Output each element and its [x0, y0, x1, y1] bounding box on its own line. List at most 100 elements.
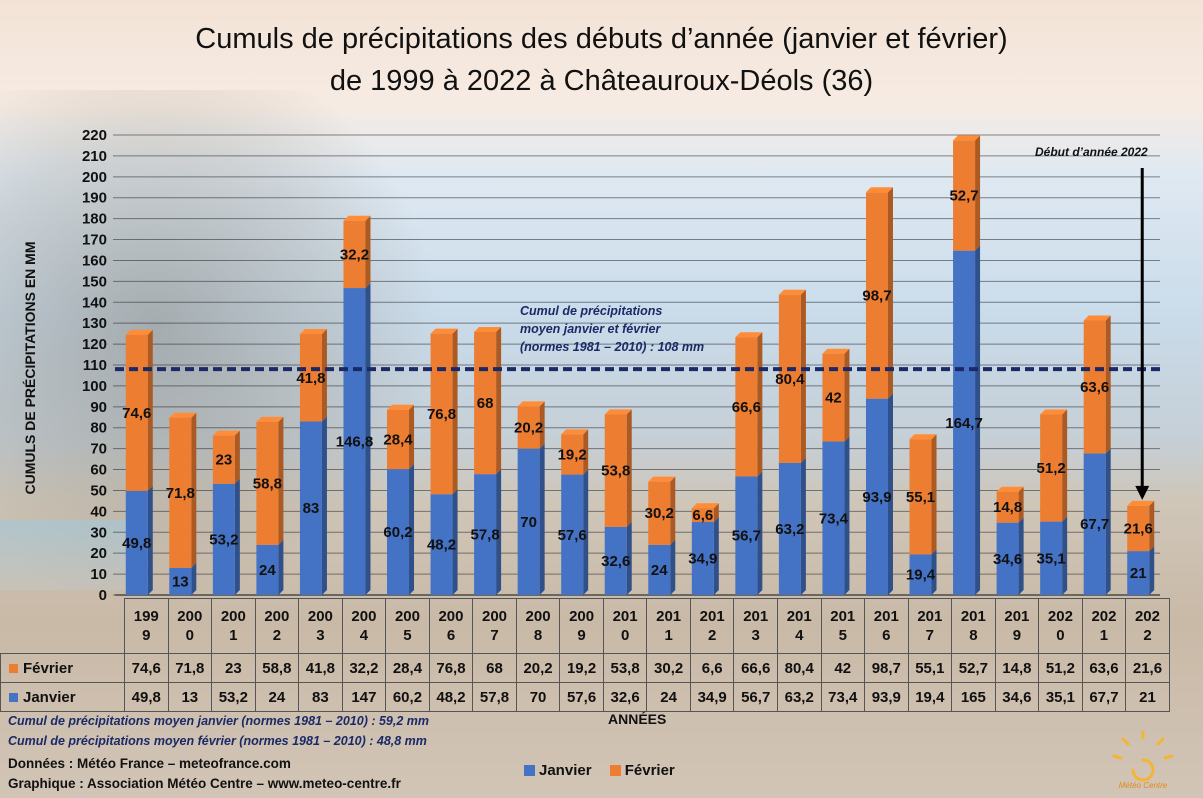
annotation-arrow-group: [1135, 168, 1150, 500]
data-label-janvier: 83: [303, 500, 320, 517]
table-year-part: 201: [830, 608, 856, 625]
table-year-part: 200: [220, 608, 246, 625]
bar-fevrier-side: [975, 135, 981, 251]
table-cell-janvier: 73,4: [820, 682, 866, 712]
y-tick-label: 60: [90, 462, 107, 479]
table-cell-fevrier: 19,2: [559, 653, 604, 683]
bar-fevrier: [865, 192, 888, 399]
table-cell-janvier: 93,9: [864, 682, 909, 712]
table-cell-fevrier: 63,6: [1081, 653, 1127, 683]
table-year-part: 3: [751, 627, 760, 644]
y-tick-label: 80: [90, 420, 107, 437]
data-label-janvier: 164,7: [945, 415, 983, 432]
data-label-fevrier: 28,4: [383, 431, 413, 448]
bar-janvier-side: [844, 436, 850, 595]
data-label-fevrier: 20,2: [514, 420, 543, 437]
bar-janvier: [953, 250, 976, 596]
bar-fevrier: [1083, 320, 1106, 454]
y-tick-label: 0: [99, 587, 107, 600]
table-cell-janvier: 53,2: [211, 682, 256, 712]
chart-legend: Janvier Février: [524, 762, 689, 779]
bar-janvier-side: [1062, 516, 1068, 595]
table-year-cell: 200 7: [472, 598, 517, 654]
table-cell-fevrier: 55,1: [907, 653, 953, 683]
bar-top: [604, 409, 632, 415]
bar-top: [299, 329, 327, 335]
y-tick-label: 220: [82, 127, 107, 144]
table-year-part: 200: [351, 608, 377, 625]
data-label-fevrier: 98,7: [862, 287, 891, 304]
table-year-cell: 201 3: [733, 598, 778, 654]
data-label-janvier: 35,1: [1037, 550, 1066, 567]
bar-top: [125, 329, 153, 335]
data-label-fevrier: 30,2: [645, 505, 674, 522]
bar-janvier: [299, 421, 322, 595]
bar-janvier: [169, 567, 192, 595]
table-year-part: 200: [438, 608, 464, 625]
bar-janvier-side: [887, 393, 893, 595]
table-year-cell: 200 9: [559, 598, 604, 654]
data-label-janvier: 93,9: [862, 489, 891, 506]
table-year-part: 5: [403, 627, 412, 644]
y-tick-label: 10: [90, 566, 107, 583]
bar-fevrier-side: [887, 187, 893, 399]
table-row-years: 199 9 200 0 200 1 200 2 200 3 200 4 200 5 200 6 200 7 200 8…: [1, 598, 1170, 654]
annotation-2022: Début d’année 2022: [1035, 145, 1148, 159]
bar-janvier: [517, 448, 540, 595]
data-label-janvier: 34,9: [688, 551, 717, 568]
table-cell-janvier: 48,2: [428, 682, 474, 712]
table-year-part: 6: [446, 627, 456, 644]
bar-fevrier-side: [496, 326, 502, 475]
chart-title-line1: Cumuls de précipitations des débuts d’an…: [195, 23, 1008, 55]
legend-swatch-fevrier: [609, 765, 621, 776]
table-year-cell: 201 5: [820, 598, 866, 654]
bar-top: [256, 416, 284, 422]
table-year-part: 2: [272, 627, 282, 644]
bar-fevrier-side: [713, 503, 719, 523]
bar-fevrier-side: [626, 409, 632, 527]
table-year-part: 1: [229, 627, 238, 644]
bar-top: [1083, 315, 1111, 321]
bar-janvier-side: [234, 478, 240, 595]
table-cell-janvier: 70: [515, 682, 561, 712]
table-year-part: 0: [185, 627, 194, 644]
chart-title: Cumuls de précipitations des débuts d’an…: [0, 18, 1203, 102]
table-year-part: 201: [873, 608, 899, 625]
bar-janvier-side: [278, 539, 284, 595]
average-note-line2: moyen janvier et février: [520, 322, 661, 336]
bar-janvier-side: [626, 521, 632, 595]
table-cell-janvier: 35,1: [1038, 682, 1083, 712]
table-year-part: 9: [1012, 627, 1022, 644]
bar-fevrier-side: [1018, 486, 1024, 523]
y-tick-label: 160: [82, 252, 107, 269]
bar-fevrier: [822, 353, 845, 442]
bar-janvier-side: [365, 283, 371, 595]
y-tick-label: 110: [83, 357, 107, 374]
table-year-part: 199: [133, 608, 159, 625]
bar-top: [822, 348, 850, 354]
table-cell-janvier: 147: [341, 682, 387, 712]
bar-top: [561, 429, 589, 435]
table-cell-fevrier: 68: [472, 653, 517, 683]
table-year-part: 7: [490, 627, 499, 644]
norm-janvier-note: Cumul de précipitations moyen janvier (n…: [8, 714, 429, 728]
table-year-cell: 202 1: [1081, 598, 1127, 654]
bar-janvier-side: [800, 457, 806, 595]
y-tick-label: 190: [82, 190, 107, 207]
bar-fevrier-side: [365, 215, 371, 289]
bar-janvier: [604, 526, 627, 595]
bar-fevrier-side: [539, 401, 545, 449]
bar-fevrier: [691, 508, 714, 523]
table-cell-janvier: 63,2: [776, 682, 822, 712]
bar-fevrier: [604, 414, 627, 527]
bar-fevrier-side: [1062, 409, 1068, 522]
data-label-janvier: 57,6: [558, 527, 587, 544]
table-swatch-janvier: [9, 693, 18, 702]
data-label-fevrier: 19,2: [558, 446, 587, 463]
x-axis-label: ANNÉES: [608, 711, 667, 727]
table-year-part: 200: [482, 608, 508, 625]
bar-janvier-side: [539, 443, 545, 595]
table-year-cell: 201 7: [907, 598, 953, 654]
bar-fevrier: [648, 481, 671, 545]
